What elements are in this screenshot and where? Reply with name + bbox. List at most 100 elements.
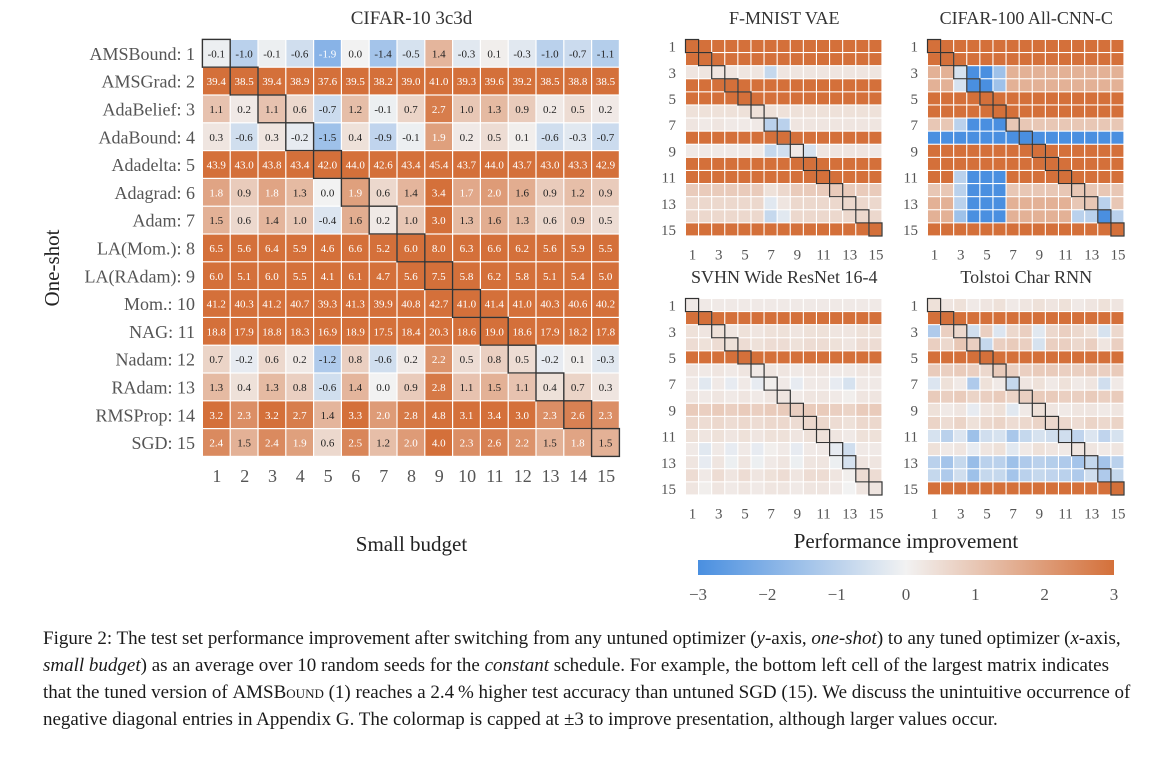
- cell-value-label: 17.9: [540, 326, 560, 338]
- cell-value-label: -0.9: [374, 132, 392, 144]
- heatmap-cell: [314, 290, 341, 317]
- heatmap-cell: [564, 290, 591, 317]
- heatmap-cell: [830, 416, 843, 429]
- cell-value-label: 1.5: [599, 438, 613, 450]
- heatmap-cell: [967, 223, 980, 236]
- heatmap-cell: [592, 234, 619, 262]
- heatmap-cell: [536, 345, 564, 373]
- heatmap-cell: [1019, 131, 1032, 144]
- heatmap-cell: [725, 456, 738, 469]
- heatmap-cell: [954, 66, 967, 79]
- heatmap-cell: [954, 469, 967, 482]
- heatmap-cell: [1032, 469, 1045, 482]
- heatmap-cell: [1085, 144, 1098, 157]
- cell-value-label: 38.2: [373, 76, 392, 88]
- heatmap-cell: [536, 95, 564, 123]
- cell-value-label: 2.2: [432, 354, 446, 366]
- heatmap-cell: [203, 40, 230, 67]
- diagonal-outline: [966, 78, 981, 93]
- cell-value-label: 1.0: [404, 215, 418, 227]
- x-tick-label: 9: [435, 466, 444, 486]
- heatmap-cell: [751, 40, 764, 52]
- x-tick-label: 1: [931, 507, 939, 523]
- heatmap-cell: [1006, 53, 1019, 66]
- heatmap-cell: [369, 290, 397, 317]
- heatmap-cell: [967, 157, 980, 170]
- cell-value-label: 2.4: [265, 438, 279, 450]
- diagonal-outline: [802, 156, 818, 172]
- heatmap-cell: [843, 223, 856, 236]
- heatmap-cell: [967, 482, 980, 495]
- heatmap-cell: [508, 95, 536, 123]
- cell-value-label: -0.6: [374, 354, 392, 366]
- heatmap-cell: [592, 95, 619, 123]
- heatmap-cell: [686, 131, 698, 144]
- cell-value-label: 0.6: [265, 354, 279, 366]
- diagonal-outline: [939, 51, 955, 67]
- heatmap-cell: [1059, 403, 1071, 416]
- heatmap-cell: [751, 416, 764, 429]
- cell-value-label: 17.9: [234, 326, 254, 338]
- heatmap-cell: [928, 144, 940, 157]
- heatmap-cell: [830, 53, 843, 66]
- y-tick-label: 11: [904, 430, 918, 446]
- heatmap-cell: [843, 430, 856, 442]
- heatmap-cell: [751, 118, 764, 131]
- heatmap-cell: [764, 157, 777, 170]
- heatmap-cell: [993, 482, 1006, 495]
- heatmap-cell: [1072, 157, 1085, 170]
- heatmap-cell: [856, 53, 869, 66]
- cell-value-label: 43.7: [512, 160, 532, 172]
- heatmap-cell: [954, 325, 967, 338]
- cell-value-label: 6.2: [515, 243, 529, 255]
- heatmap-cell: [856, 92, 869, 105]
- cell-value-label: 2.3: [599, 410, 613, 422]
- heatmap-cell: [803, 338, 816, 351]
- heatmap-cell: [712, 430, 725, 442]
- heatmap-cell: [980, 118, 993, 131]
- diagonal-outline: [802, 415, 818, 431]
- heatmap-cell: [764, 469, 777, 482]
- heatmap-cell: [764, 299, 777, 311]
- heatmap-cell: [764, 197, 777, 210]
- heatmap-cell: [751, 325, 764, 338]
- x-tick-label: 9: [794, 248, 802, 264]
- y-tick-label: 7: [669, 118, 677, 134]
- heatmap-cell: [1059, 469, 1071, 482]
- heatmap-cell: [397, 429, 425, 456]
- heatmap-cell: [777, 92, 790, 105]
- caption-constant: constant: [484, 655, 549, 676]
- heatmap-cell: [803, 377, 816, 390]
- cell-value-label: 5.8: [460, 271, 474, 283]
- heatmap-cell: [941, 92, 954, 105]
- cell-value-label: 6.1: [348, 271, 362, 283]
- heatmap-cell: [1006, 144, 1019, 157]
- cell-value-label: 3.4: [432, 187, 446, 199]
- heatmap-cell: [1019, 403, 1032, 416]
- heatmap-cell: [425, 234, 452, 262]
- x-tick-label: 11: [816, 248, 830, 264]
- heatmap-cell: [508, 401, 536, 428]
- heatmap-cell: [790, 79, 803, 92]
- diagonal-outline: [953, 324, 968, 339]
- cell-value-label: 2.8: [432, 382, 446, 394]
- cell-value-label: 41.2: [262, 299, 281, 311]
- heatmap-cell: [954, 184, 967, 197]
- diagonal-outline: [1084, 455, 1099, 470]
- heatmap-cell: [230, 179, 258, 206]
- cell-value-label: 2.3: [460, 438, 474, 450]
- heatmap-cell: [1111, 325, 1124, 338]
- cell-value-label: 38.5: [540, 76, 560, 88]
- heatmap-cell: [843, 443, 856, 456]
- heatmap-cell: [993, 403, 1006, 416]
- heatmap-cell: [1019, 299, 1032, 311]
- diagonal-outline: [763, 117, 778, 132]
- heatmap-cell: [843, 338, 856, 351]
- heatmap-cell: [712, 338, 725, 351]
- heatmap-cell: [203, 206, 230, 234]
- heatmap-cell: [941, 184, 954, 197]
- cell-value-label: -0.7: [597, 132, 615, 144]
- cell-value-label: 18.2: [568, 326, 587, 338]
- caption-text: The test set performance improvement aft…: [112, 628, 757, 649]
- heatmap-cell: [1111, 223, 1124, 236]
